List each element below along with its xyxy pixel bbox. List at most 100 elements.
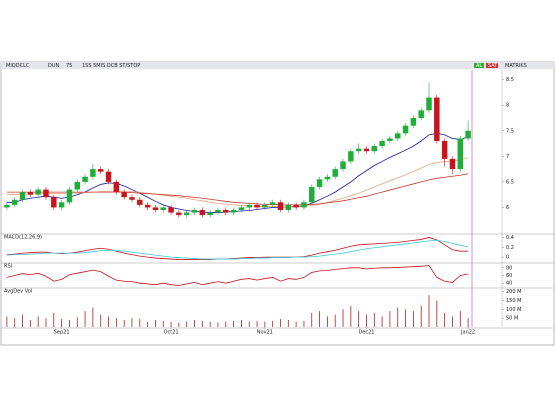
volume-bar xyxy=(381,316,383,327)
candle-body xyxy=(363,148,370,152)
window-frame xyxy=(0,61,555,346)
candle-body xyxy=(410,118,417,126)
y-tick-label: 7 xyxy=(506,154,509,160)
candle-body xyxy=(316,179,323,187)
y-tick-label: 8.5 xyxy=(506,77,514,83)
volume-bar xyxy=(6,316,8,327)
volume-bar xyxy=(14,318,16,327)
y-tick-label: 6 xyxy=(506,205,509,211)
volume-bar xyxy=(444,312,446,327)
volume-bar xyxy=(108,316,109,327)
sell-button[interactable] xyxy=(486,63,498,68)
volume-bar xyxy=(287,319,289,327)
candle-body xyxy=(90,169,96,177)
volume-bar xyxy=(100,314,102,327)
volume-bar xyxy=(303,320,305,327)
candle-body xyxy=(402,125,409,134)
candle-body xyxy=(465,130,471,139)
period[interactable]: DUN xyxy=(48,63,60,69)
tools[interactable]: 1SS 5MIS DCB ST/STOP xyxy=(82,63,140,69)
candle-body xyxy=(340,161,346,170)
series-line xyxy=(6,157,469,208)
candle-body xyxy=(51,197,57,208)
candle-body xyxy=(35,189,41,195)
volume-bar xyxy=(358,311,360,327)
volume-bar xyxy=(295,321,297,327)
candle-body xyxy=(129,197,135,200)
volume-bar xyxy=(272,320,274,327)
volume-bar xyxy=(334,314,336,327)
candle-body xyxy=(43,189,49,198)
volume-bar xyxy=(326,316,328,327)
x-tick-label: Oct21 xyxy=(164,330,179,336)
volume-bar xyxy=(248,321,250,327)
volume-bar xyxy=(420,305,422,327)
volume-bar xyxy=(217,322,219,327)
volume-bar xyxy=(225,321,227,327)
candle-body xyxy=(168,207,174,213)
y-tick-label: 7.5 xyxy=(506,128,514,134)
y-tick-label: 50 M xyxy=(506,316,518,322)
volume-bar xyxy=(412,311,414,327)
y-tick-label: 200 M xyxy=(506,289,521,295)
brand: MATRIKS xyxy=(505,63,527,69)
candle-body xyxy=(441,141,448,159)
candle-body xyxy=(19,192,26,200)
volume-bar xyxy=(350,305,352,327)
candle-body xyxy=(215,210,221,213)
volume-bar xyxy=(194,319,195,327)
candle-body xyxy=(332,169,338,177)
volume-bar xyxy=(22,314,23,327)
candle-body xyxy=(58,202,65,208)
candle-body xyxy=(144,204,151,208)
candle-body xyxy=(348,151,354,162)
buy-label[interactable]: AL xyxy=(476,63,482,69)
sell-label[interactable]: SAT xyxy=(488,63,498,69)
zoom[interactable]: 75 xyxy=(66,63,72,69)
volume-bar xyxy=(436,300,438,327)
volume-bar xyxy=(366,314,367,327)
candle-body xyxy=(285,204,292,210)
volume-bar xyxy=(209,321,211,327)
volume-bar xyxy=(201,320,203,327)
volume-bar xyxy=(162,320,164,327)
candle-body xyxy=(418,110,424,118)
candle-body xyxy=(309,187,315,203)
volume-bar xyxy=(178,322,180,327)
buy-button[interactable] xyxy=(474,63,484,68)
candle-body xyxy=(269,202,276,205)
candle-body xyxy=(160,207,166,210)
candle-body xyxy=(74,181,80,190)
x-tick-label: Dec21 xyxy=(358,330,374,336)
series-line xyxy=(6,173,469,206)
y-tick-label: 8 xyxy=(506,103,509,109)
volume-bar xyxy=(405,309,406,327)
y-tick-label: 0.2 xyxy=(506,245,514,251)
candle-body xyxy=(176,212,182,216)
volume-bar xyxy=(53,312,55,327)
volume-bar xyxy=(319,311,320,327)
candle-body xyxy=(254,204,260,208)
panel-title: RSI xyxy=(4,264,12,270)
x-tick-label: Nov21 xyxy=(257,330,273,336)
candle-body xyxy=(395,133,401,139)
symbol[interactable]: MIQDCLC xyxy=(6,63,30,69)
candle-body xyxy=(387,138,393,141)
candle-body xyxy=(230,210,237,213)
candle-body xyxy=(66,189,73,203)
candle-body xyxy=(82,176,88,182)
volume-bar xyxy=(373,312,375,327)
y-tick-label: 100 M xyxy=(506,307,521,313)
volume-bar xyxy=(76,317,78,327)
volume-bar xyxy=(155,319,156,327)
candle-body xyxy=(434,97,440,141)
candle-body xyxy=(457,138,464,170)
volume-bar xyxy=(170,321,172,327)
volume-bar xyxy=(45,318,47,327)
candle-body xyxy=(191,210,198,213)
volume-bar xyxy=(69,319,70,327)
candle-body xyxy=(199,210,206,216)
candle-body xyxy=(11,199,18,205)
x-tick-label: Sep21 xyxy=(54,330,70,336)
